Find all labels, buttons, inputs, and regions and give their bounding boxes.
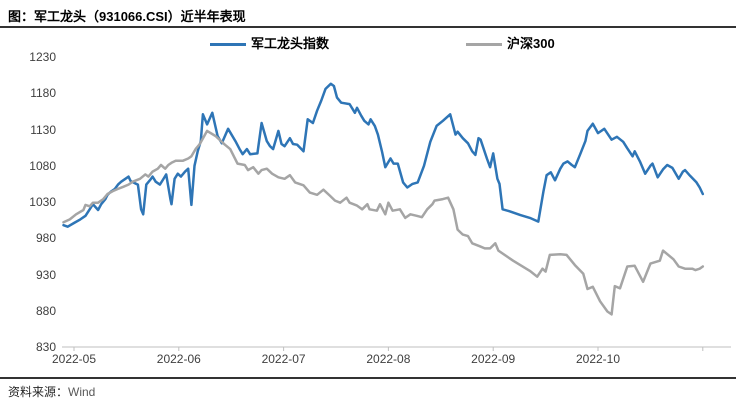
legend-line-swatch-gray — [466, 42, 502, 46]
chart-title: 图：军工龙头（931066.CSI）近半年表现 — [8, 9, 246, 24]
y-tick-label: 980 — [35, 231, 56, 246]
legend-item-military-index: 军工龙头指数 — [210, 37, 329, 51]
x-tick-label: 2022-07 — [261, 352, 306, 366]
series-line-csi300 — [62, 129, 705, 316]
legend-label: 军工龙头指数 — [251, 36, 330, 51]
y-tick-label: 1180 — [30, 86, 56, 101]
legend-item-csi300: 沪深300 — [466, 37, 555, 51]
legend-line-swatch-blue — [210, 42, 246, 46]
legend-label: 沪深300 — [507, 36, 555, 51]
source-value: Wind — [68, 385, 96, 399]
x-tick-label: 2022-09 — [471, 352, 516, 366]
source-label: 资料来源： — [8, 385, 69, 399]
y-tick-label: 830 — [35, 340, 56, 354]
series-line-military-index — [62, 82, 705, 228]
x-tick-label: 2022-05 — [51, 352, 97, 366]
footer-divider — [0, 377, 736, 379]
y-tick-label: 1230 — [29, 50, 56, 64]
y-tick-label: 880 — [35, 303, 56, 318]
y-tick-label: 1030 — [29, 195, 56, 209]
y-tick-label: 1130 — [30, 122, 56, 137]
y-tick-label: 1080 — [29, 158, 56, 173]
x-tick-label: 2022-10 — [575, 352, 621, 366]
title-divider — [0, 26, 736, 28]
x-tick-label: 2022-06 — [156, 352, 201, 366]
y-tick-label: 930 — [35, 267, 56, 282]
x-tick-label: 2022-08 — [366, 352, 411, 366]
data-source-note: 资料来源：Wind — [8, 383, 95, 400]
